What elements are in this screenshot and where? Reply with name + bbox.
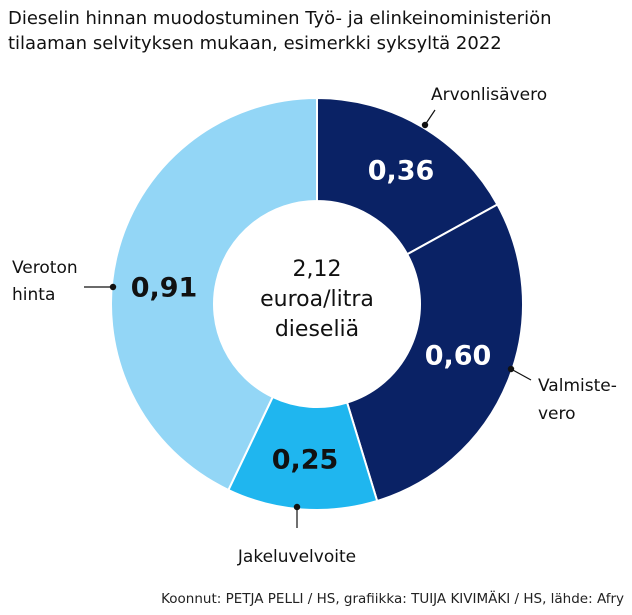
chart-title-line-2: tilaaman selvityksen mukaan, esimerkki s… xyxy=(8,33,502,54)
leader-line-valmistevero xyxy=(510,368,532,381)
source-credit: Koonnut: PETJA PELLI / HS, grafiikka: TU… xyxy=(161,591,624,607)
category-label-jakeluvelvoite: Jakeluvelvoite xyxy=(237,547,356,567)
center-label-line-2: euroa/litra xyxy=(260,287,374,312)
center-label-line-3: dieseliä xyxy=(275,317,359,342)
category-label-valmistevero: Valmiste- xyxy=(538,376,617,396)
chart-title-line-1: Dieselin hinnan muodostuminen Työ- ja el… xyxy=(8,8,552,29)
category-label-arvonlisavero: Arvonlisävero xyxy=(431,85,547,105)
leader-dot-veroton xyxy=(109,283,117,291)
value-label-arvonlisavero: 0,36 xyxy=(368,156,435,187)
chart-title: Dieselin hinnan muodostuminen Työ- ja el… xyxy=(8,6,618,56)
center-label-line-1: 2,12 xyxy=(293,257,342,282)
slice-veroton xyxy=(110,96,318,492)
value-label-valmistevero: 0,60 xyxy=(425,341,492,372)
leader-dot-valmistevero xyxy=(507,365,515,373)
category-label-veroton: Veroton xyxy=(12,258,78,278)
value-label-veroton: 0,91 xyxy=(131,273,198,304)
leader-dot-jakeluvelvoite xyxy=(293,503,301,511)
slice-valmistevero xyxy=(345,203,524,503)
slice-arvonlisavero xyxy=(316,96,499,256)
category-label-valmistevero: vero xyxy=(538,404,576,424)
leader-dot-arvonlisavero xyxy=(421,121,429,129)
category-label-veroton: hinta xyxy=(12,285,55,305)
value-label-jakeluvelvoite: 0,25 xyxy=(272,445,339,476)
